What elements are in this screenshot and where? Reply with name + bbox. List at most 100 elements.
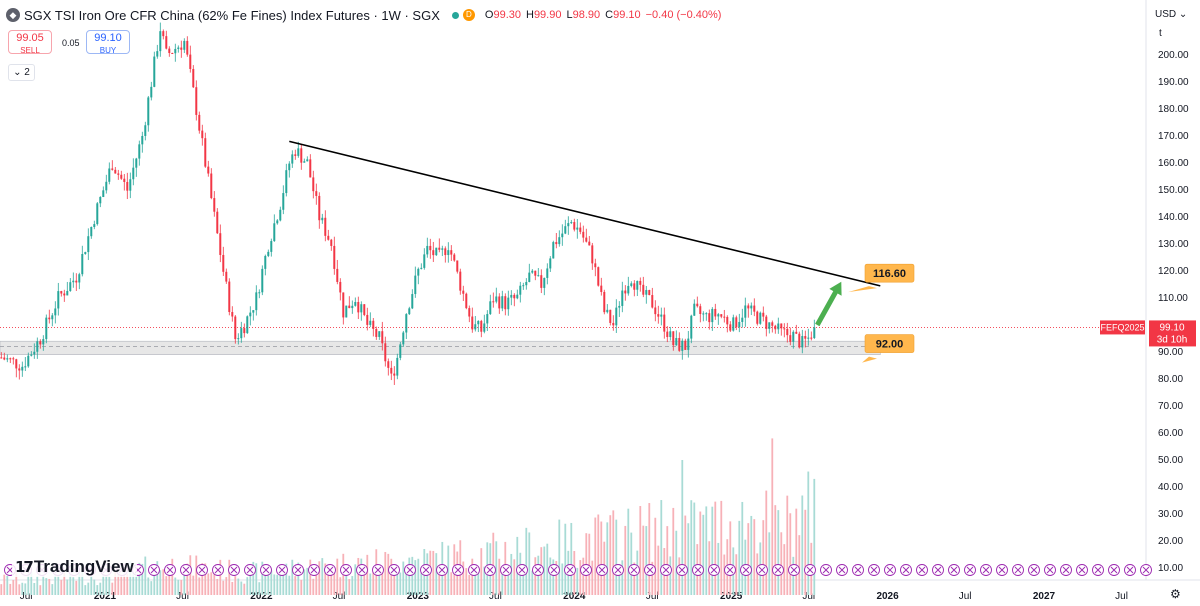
candle-body bbox=[687, 338, 690, 350]
volume-bar bbox=[612, 510, 615, 595]
volume-bar bbox=[6, 575, 9, 595]
candle-body bbox=[63, 293, 66, 296]
volume-bar bbox=[729, 521, 732, 595]
volume-bar bbox=[42, 575, 45, 595]
candle-body bbox=[225, 271, 228, 282]
volume-bar bbox=[735, 554, 738, 595]
session-break-icon bbox=[838, 566, 846, 574]
candle-body bbox=[93, 224, 96, 227]
candle-body bbox=[537, 275, 540, 277]
volume-bar bbox=[132, 562, 135, 595]
symbol-title[interactable]: SGX TSI Iron Ore CFR China (62% Fe Fines… bbox=[24, 7, 440, 23]
scale-mode-label[interactable]: t bbox=[1159, 28, 1162, 39]
candle-body bbox=[291, 154, 294, 164]
volume-bar bbox=[312, 578, 315, 595]
candle-body bbox=[84, 252, 87, 255]
session-break-icon bbox=[1078, 566, 1086, 574]
candle-body bbox=[663, 314, 666, 332]
ohlc-high: H99.90 bbox=[525, 9, 562, 21]
candle-body bbox=[768, 322, 771, 329]
price-tick-label: 190.00 bbox=[1158, 77, 1189, 88]
candle-body bbox=[783, 328, 786, 330]
candle-body bbox=[138, 144, 141, 159]
session-break-icon bbox=[678, 566, 686, 574]
session-break-icon bbox=[822, 566, 830, 574]
session-break-icon bbox=[182, 566, 190, 574]
volume-bar bbox=[57, 574, 60, 595]
candle-body bbox=[228, 281, 231, 313]
buy-button[interactable]: 99.10 BUY bbox=[86, 30, 130, 55]
volume-bar bbox=[780, 532, 783, 595]
candle-body bbox=[219, 233, 222, 255]
volume-bar bbox=[318, 561, 321, 595]
candle-body bbox=[372, 320, 375, 329]
resistance-trendline bbox=[289, 140, 881, 287]
open-value: 99.30 bbox=[493, 9, 521, 21]
candle-body bbox=[435, 247, 438, 256]
price-tick-label: 90.00 bbox=[1158, 347, 1183, 358]
volume-bar bbox=[555, 560, 558, 595]
price-tick-label: 120.00 bbox=[1158, 266, 1189, 277]
volume-bar bbox=[129, 561, 132, 595]
candle-body bbox=[516, 294, 519, 299]
sell-button[interactable]: 99.05 SELL bbox=[8, 30, 52, 55]
session-break-icon bbox=[902, 566, 910, 574]
session-break-icon bbox=[230, 566, 238, 574]
session-break-icon bbox=[406, 566, 414, 574]
candle-body bbox=[153, 56, 156, 87]
candle-body bbox=[123, 178, 126, 182]
volume-bar bbox=[390, 558, 393, 595]
candle-body bbox=[390, 367, 393, 374]
indicator-toggle-button[interactable]: ⌄ 2 bbox=[8, 64, 35, 81]
volume-bar bbox=[192, 575, 195, 595]
volume-bar bbox=[66, 579, 69, 595]
candle-body bbox=[675, 337, 678, 346]
volume-bar bbox=[27, 574, 30, 595]
candle-body bbox=[588, 241, 591, 246]
candle-body bbox=[378, 331, 381, 337]
tradingview-logo[interactable]: 𝟭𝟳 TradingView bbox=[12, 557, 137, 577]
volume-bar bbox=[639, 506, 642, 595]
price-tick-label: 110.00 bbox=[1158, 293, 1188, 304]
time-tick-label: Jul bbox=[802, 591, 815, 602]
volume-bar bbox=[405, 571, 408, 595]
session-break-icon bbox=[1142, 566, 1150, 574]
volume-bar bbox=[339, 577, 342, 595]
session-break-icon bbox=[454, 566, 462, 574]
currency-select[interactable]: USD ⌄ bbox=[1155, 6, 1193, 24]
session-break-icon bbox=[614, 566, 622, 574]
candle-body bbox=[0, 357, 3, 359]
candle-body bbox=[111, 168, 114, 170]
volume-bar bbox=[381, 571, 384, 595]
volume-bar bbox=[270, 570, 273, 595]
candle-body bbox=[132, 167, 135, 180]
volume-bar bbox=[768, 532, 771, 595]
candle-body bbox=[753, 305, 756, 312]
volume-bar bbox=[291, 559, 294, 595]
gear-icon[interactable]: ⚙ bbox=[1170, 587, 1181, 601]
candle-body bbox=[183, 40, 186, 50]
time-tick-label: 2023 bbox=[407, 591, 430, 602]
volume-bar bbox=[222, 580, 225, 595]
breakout-arrow bbox=[815, 281, 842, 327]
volume-bar bbox=[180, 580, 183, 595]
candle-body bbox=[360, 304, 363, 313]
candle-body bbox=[771, 322, 774, 326]
session-break-icon bbox=[806, 566, 814, 574]
candle-body bbox=[270, 241, 273, 252]
volume-bar bbox=[156, 561, 159, 595]
candle-body bbox=[486, 314, 489, 324]
volume-bar bbox=[543, 546, 546, 595]
session-break-icon bbox=[198, 566, 206, 574]
candle-body bbox=[105, 181, 108, 191]
session-break-icon bbox=[1014, 566, 1022, 574]
candle-body bbox=[444, 248, 447, 256]
price-tick-label: 130.00 bbox=[1158, 239, 1189, 250]
volume-bar bbox=[483, 566, 486, 595]
volume-bar bbox=[399, 572, 402, 595]
candle-body bbox=[558, 237, 561, 245]
candle-body bbox=[75, 280, 78, 283]
volume-bar bbox=[672, 507, 675, 595]
candle-body bbox=[252, 310, 255, 313]
